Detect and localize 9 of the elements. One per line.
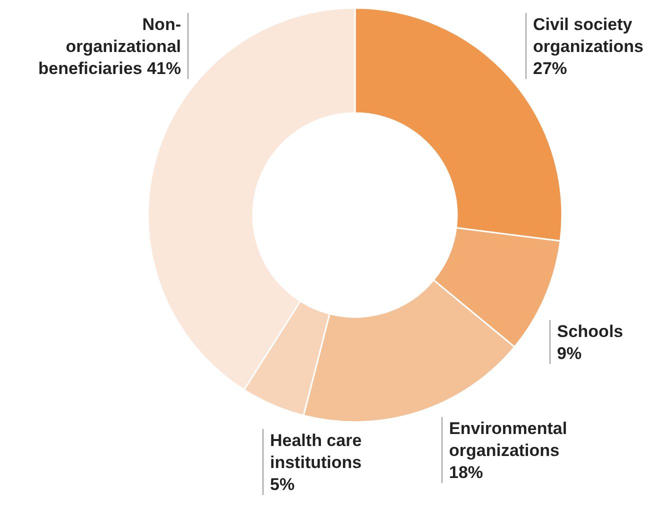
- slice-label: Health care institutions: [270, 431, 362, 472]
- slice-label: Schools: [557, 322, 624, 341]
- slice-label: Non-organizational beneficiaries 41%: [38, 15, 181, 78]
- data-label: 9%: [557, 344, 582, 363]
- data-label: 27%: [533, 59, 568, 78]
- data-label: 18%: [449, 463, 484, 482]
- slice-label: Environmental organizations: [449, 419, 568, 460]
- slice-label: Civil society organizations: [533, 15, 644, 56]
- data-label: 5%: [270, 475, 295, 494]
